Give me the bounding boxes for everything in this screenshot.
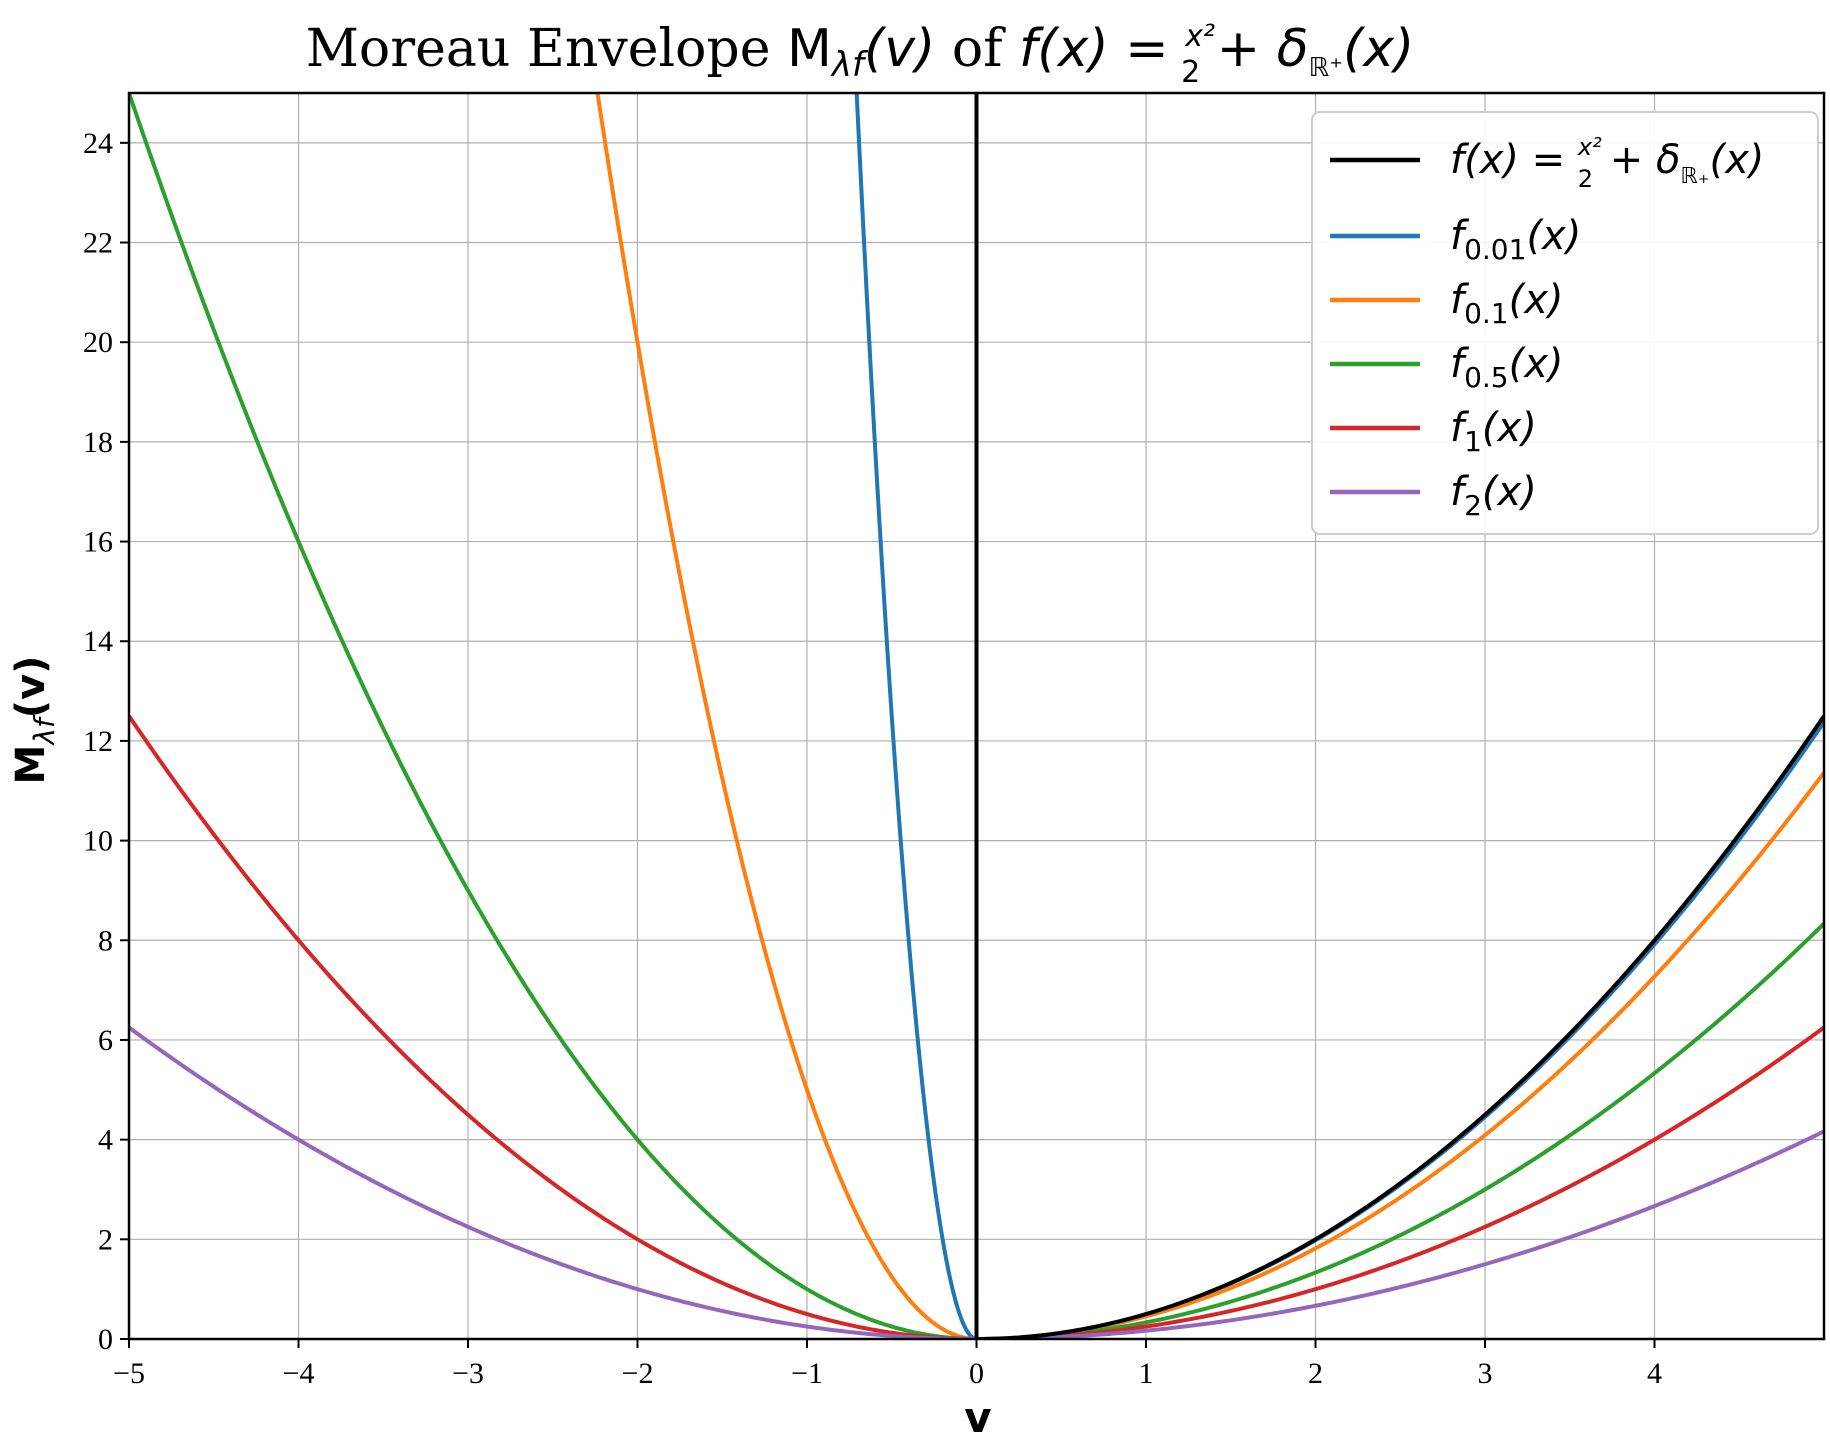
y-tick-label-3: 6: [98, 1024, 113, 1057]
y-axis-label-arg: (v): [8, 656, 54, 719]
y-tick-label-8: 16: [83, 526, 113, 559]
title-envelope-subscript: λf: [830, 45, 869, 85]
series-line-f01: [595, 93, 1824, 1339]
x-tick-label-7: 2: [1308, 1357, 1323, 1390]
series-line-f: [974, 93, 1824, 1339]
legend-label-f1: f1(x): [1450, 405, 1537, 458]
title-tail: (x): [1343, 19, 1414, 79]
y-tick-label-9: 18: [83, 426, 113, 459]
y-axis-label-symbol: M: [8, 745, 54, 785]
title-connector: of: [935, 19, 1019, 79]
x-tick-label-8: 3: [1478, 1357, 1493, 1390]
title-frac-num: x²: [1184, 19, 1215, 54]
y-tick-label-11: 22: [83, 227, 113, 260]
legend-frame: [1311, 111, 1819, 535]
x-tick-label-5: 0: [969, 1357, 984, 1390]
title-envelope-symbol: M: [787, 19, 832, 79]
x-tick-label-3: −2: [622, 1357, 654, 1390]
y-tick-label-4: 8: [98, 924, 113, 957]
title-frac-den: 2: [1181, 55, 1200, 90]
x-tick-label-0: −5: [113, 1357, 145, 1390]
series-line-f2: [129, 1025, 1824, 1339]
x-tick-label-4: −1: [791, 1357, 823, 1390]
chart-title: Moreau Envelope Mλf(v) of f(x) = x² 2 + δ…: [306, 19, 1415, 90]
y-tick-label-12: 24: [83, 127, 113, 160]
legend-label-f2: f2(x): [1450, 469, 1537, 522]
y-tick-label-0: 0: [98, 1323, 113, 1356]
legend: f(x) = x² 2 + δℝ₊(x)f0.01(x)f0.1(x)f0.5(x…: [1311, 111, 1819, 535]
y-tick-label-7: 14: [83, 625, 113, 658]
series-line-f05: [129, 93, 1824, 1339]
title-prefix: Moreau Envelope: [306, 19, 787, 79]
y-tick-label-5: 10: [83, 825, 113, 858]
title-plus-delta: + δ: [1200, 19, 1308, 79]
series-layer: [129, 93, 1824, 1339]
y-tick-label-10: 20: [83, 326, 113, 359]
x-tick-label-1: −4: [283, 1357, 315, 1390]
y-axis-label-subscript: λf: [28, 714, 61, 747]
legend-label-f01: f0.1(x): [1450, 277, 1564, 330]
y-axis-label: Mλf(v): [8, 656, 61, 785]
x-axis-label: v: [964, 1393, 991, 1442]
y-tick-label-1: 2: [98, 1223, 113, 1256]
legend-label-f: f(x) = x² 2 + δℝ₊(x): [1450, 133, 1764, 193]
title-delta-subscript: ℝ⁺: [1309, 53, 1343, 83]
y-tick-label-6: 12: [83, 725, 113, 758]
title-envelope-arg: (v): [864, 19, 935, 79]
y-tick-label-2: 4: [98, 1124, 113, 1157]
series-line-f1: [129, 714, 1824, 1339]
x-tick-label-2: −3: [452, 1357, 484, 1390]
x-tick-label-6: 1: [1139, 1357, 1154, 1390]
x-tick-label-9: 4: [1647, 1357, 1662, 1390]
title-func: f(x) =: [1019, 19, 1185, 79]
legend-items: f(x) = x² 2 + δℝ₊(x)f0.01(x)f0.1(x)f0.5(x…: [1330, 133, 1764, 522]
